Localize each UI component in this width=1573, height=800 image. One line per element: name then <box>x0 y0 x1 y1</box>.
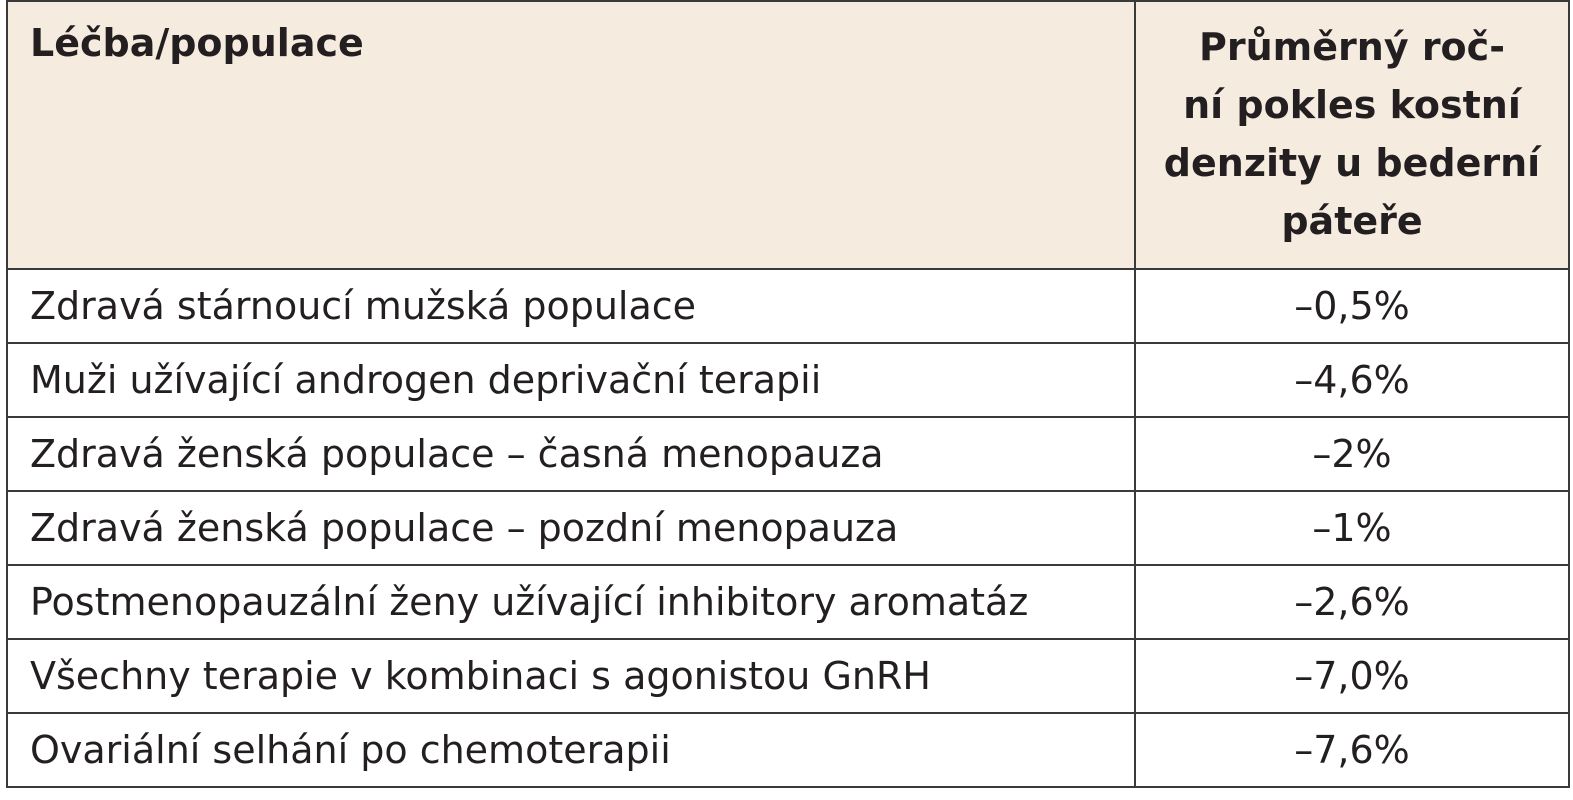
population-cell: Ovariální selhání po chemoterapii <box>6 712 1136 788</box>
population-cell: Zdravá ženská populace – časná menopauza <box>6 416 1136 492</box>
table-row: Zdravá stárnoucí mužská populace –0,5% <box>6 268 1570 344</box>
population-cell: Postmenopauzální ženy užívající inhibito… <box>6 564 1136 640</box>
population-cell: Muži užívající androgen deprivační terap… <box>6 342 1136 418</box>
decline-value-cell: –1% <box>1134 490 1570 566</box>
table-row: Postmenopauzální ženy užívající inhibito… <box>6 564 1570 640</box>
table-header: Léčba/populace Průměrný roč- ní pokles k… <box>6 0 1570 270</box>
decline-value-cell: –7,0% <box>1134 638 1570 714</box>
table-row: Ovariální selhání po chemoterapii –7,6% <box>6 712 1570 788</box>
decline-value-cell: –7,6% <box>1134 712 1570 788</box>
table-row: Všechny terapie v kombinaci s agonistou … <box>6 638 1570 714</box>
decline-value-cell: –2% <box>1134 416 1570 492</box>
decline-value-cell: –0,5% <box>1134 268 1570 344</box>
decline-value-cell: –2,6% <box>1134 564 1570 640</box>
header-annual-decline-line-2: ní pokles kostní <box>1183 83 1521 127</box>
bone-density-table-container: Léčba/populace Průměrný roč- ní pokles k… <box>6 0 1570 788</box>
header-annual-decline-line-3: denzity u bederní <box>1163 141 1541 185</box>
table-row: Zdravá ženská populace – časná menopauza… <box>6 416 1570 492</box>
header-annual-decline-line-4: páteře <box>1281 199 1423 243</box>
table-body: Zdravá stárnoucí mužská populace –0,5% M… <box>6 268 1570 788</box>
population-cell: Zdravá ženská populace – pozdní menopauz… <box>6 490 1136 566</box>
bone-density-table: Léčba/populace Průměrný roč- ní pokles k… <box>6 0 1570 788</box>
decline-value-cell: –4,6% <box>1134 342 1570 418</box>
population-cell: Zdravá stárnoucí mužská populace <box>6 268 1136 344</box>
header-annual-decline: Průměrný roč- ní pokles kostní denzity u… <box>1134 0 1570 270</box>
header-annual-decline-line-1: Průměrný roč- <box>1199 25 1505 69</box>
population-cell: Všechny terapie v kombinaci s agonistou … <box>6 638 1136 714</box>
header-row: Léčba/populace Průměrný roč- ní pokles k… <box>6 0 1570 270</box>
header-population: Léčba/populace <box>6 0 1136 270</box>
table-row: Zdravá ženská populace – pozdní menopauz… <box>6 490 1570 566</box>
table-row: Muži užívající androgen deprivační terap… <box>6 342 1570 418</box>
